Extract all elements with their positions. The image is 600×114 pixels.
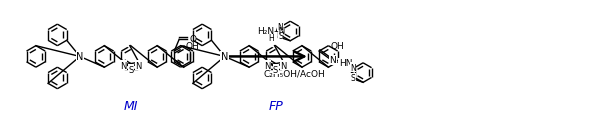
Text: S: S: [350, 74, 355, 83]
Text: N: N: [278, 22, 283, 31]
Text: N: N: [120, 61, 126, 70]
Text: OH: OH: [185, 42, 199, 51]
Text: O: O: [190, 35, 197, 43]
Text: C₂H₅OH/AcOH: C₂H₅OH/AcOH: [264, 69, 326, 78]
Text: HN: HN: [339, 59, 352, 68]
Text: N: N: [136, 61, 142, 70]
Text: MI: MI: [124, 99, 138, 112]
Text: N: N: [329, 56, 336, 65]
Text: S: S: [128, 65, 133, 74]
Text: OH: OH: [331, 42, 344, 51]
Text: S: S: [273, 65, 278, 74]
Text: H₂N–N: H₂N–N: [257, 27, 286, 36]
Text: N: N: [350, 63, 356, 72]
Text: S: S: [278, 32, 283, 41]
Text: FP: FP: [268, 99, 283, 112]
Text: N: N: [280, 61, 287, 70]
Text: N: N: [76, 52, 83, 62]
Text: H: H: [268, 34, 274, 43]
Text: N: N: [221, 52, 229, 62]
Text: N: N: [265, 61, 271, 70]
